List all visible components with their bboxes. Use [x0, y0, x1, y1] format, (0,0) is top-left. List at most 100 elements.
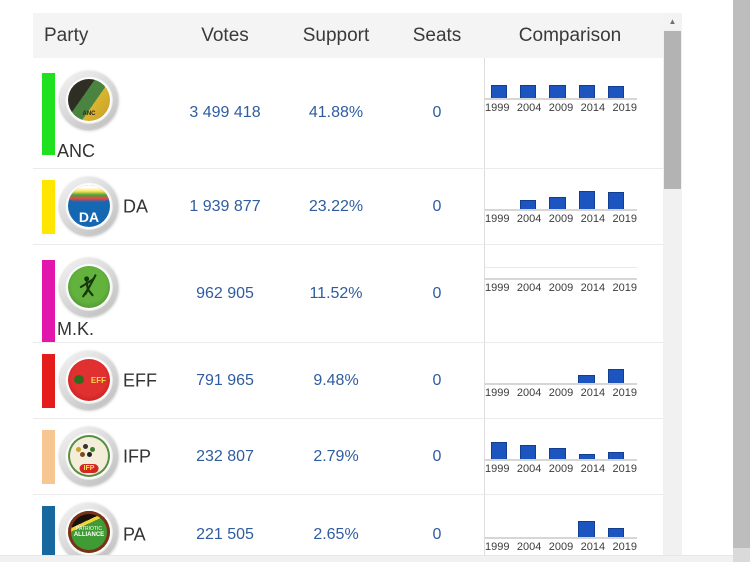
- chart-year-labels: 1999 2004 2009 2014 2019: [485, 102, 637, 114]
- mk-spearman-icon: [79, 274, 97, 298]
- chart-bars: [485, 517, 637, 539]
- party-name: M.K.: [57, 319, 95, 339]
- chart-bars: [485, 189, 637, 211]
- horizontal-scrollbar-track[interactable]: [0, 555, 733, 562]
- results-table: Party Votes Support Seats Comparison ANC…: [33, 13, 663, 562]
- comparison-cell: 1999 2004 2009 2014 2019: [477, 169, 663, 244]
- year-label: 2004: [516, 541, 542, 553]
- support-value: 9.48%: [313, 371, 359, 389]
- eff-logo-text: EFF: [90, 376, 106, 385]
- chart-bars: [485, 439, 637, 461]
- logo-ring: [65, 263, 113, 311]
- ifp-logo: IFP: [60, 427, 118, 485]
- year-bar: [607, 528, 624, 537]
- table-row-eff: EFF EFF 791 965 9.48% 0 1999 2004 2009 2014…: [33, 343, 663, 419]
- ifp-logo-disc: IFP: [68, 435, 110, 477]
- year-bar: [607, 86, 625, 98]
- party-cell: IFP IFP: [33, 419, 175, 494]
- votes-value: 791 965: [196, 371, 254, 389]
- year-label: 2019: [612, 212, 637, 225]
- chart-bars: [485, 78, 637, 100]
- party-cell: PATRIOTIC ALLIANCE PA: [33, 495, 175, 562]
- year-label: 2019: [612, 386, 637, 399]
- anc-logo: ANC: [60, 71, 118, 129]
- mk-logo: [60, 258, 118, 316]
- party-color-bar: [42, 430, 55, 484]
- year-bar: [607, 368, 624, 383]
- year-label: 2014: [580, 386, 606, 399]
- comparison-cell: 1999 2004 2009 2014 2019: [477, 245, 663, 342]
- year-bar: [520, 444, 537, 459]
- year-label: 1999: [485, 462, 510, 475]
- chart-year-labels: 1999 2004 2009 2014 2019: [485, 282, 637, 294]
- party-color-bar: [42, 180, 55, 234]
- seats-value: 0: [432, 104, 442, 121]
- pa-logo-text-top: PATRIOTIC: [76, 525, 102, 532]
- table-row-pa: PATRIOTIC ALLIANCE PA 221 505 2.65% 0 19…: [33, 495, 663, 562]
- comparison-chart: 1999 2004 2009 2014 2019: [485, 189, 637, 225]
- table-row-anc: ANC ANC 3 499 418 41.88% 0 1999 2004 2009 2…: [33, 58, 663, 169]
- comparison-chart: 1999 2004 2009 2014 2019: [485, 439, 637, 475]
- comparison-chart: 1999 2004 2009 2014 2019: [485, 363, 637, 399]
- party-name: EFF: [123, 370, 157, 390]
- pa-logo-text: ALLIANCE: [73, 531, 105, 538]
- year-label: 1999: [485, 541, 510, 553]
- year-bar: [578, 190, 595, 209]
- year-bar: [491, 441, 508, 459]
- header-votes: Votes: [201, 24, 249, 46]
- table-header: Party Votes Support Seats Comparison: [33, 13, 663, 58]
- year-label: 2014: [580, 212, 606, 225]
- chart-bars: [485, 363, 637, 385]
- year-label: 2014: [580, 462, 606, 475]
- year-bar: [549, 196, 566, 209]
- year-label: 2004: [516, 212, 542, 225]
- seats-value: 0: [432, 371, 442, 389]
- year-bar: [491, 85, 508, 98]
- party-color-bar: [42, 354, 55, 408]
- da-logo: DA: [60, 177, 118, 235]
- comparison-cell: 1999 2004 2009 2014 2019: [477, 58, 663, 168]
- year-label: 2014: [580, 282, 606, 294]
- year-label: 2014: [580, 541, 606, 553]
- header-seats: Seats: [412, 24, 462, 46]
- party-cell: ANC ANC: [33, 58, 175, 168]
- year-label: 2009: [548, 386, 574, 399]
- table-row-da: DA DA 1 939 877 23.22% 0 1999 2004 2009 201…: [33, 169, 663, 245]
- page-scrollbar-thumb[interactable]: [733, 0, 750, 548]
- year-bar: [520, 199, 537, 209]
- anc-logo-disc: ANC: [68, 79, 110, 121]
- logo-ring: PATRIOTIC ALLIANCE: [65, 508, 113, 556]
- seats-value: 0: [432, 526, 442, 543]
- year-label: 2019: [612, 102, 637, 114]
- comparison-cell: 1999 2004 2009 2014 2019: [477, 495, 663, 562]
- seats-value: 0: [432, 197, 442, 215]
- scrollbar-up-button[interactable]: ▲: [663, 13, 682, 30]
- year-label: 2009: [548, 462, 574, 475]
- logo-ring: IFP: [65, 432, 113, 480]
- year-label: 1999: [485, 212, 510, 225]
- support-value: 2.79%: [313, 447, 359, 465]
- year-bar: [578, 521, 595, 537]
- pa-logo: PATRIOTIC ALLIANCE: [60, 503, 118, 561]
- seats-value: 0: [432, 284, 442, 302]
- year-label: 2014: [580, 102, 606, 114]
- votes-value: 1 939 877: [189, 197, 261, 215]
- eff-logo: EFF: [60, 351, 118, 409]
- year-label: 2004: [516, 462, 542, 475]
- party-color-bar: [42, 260, 55, 342]
- comparison-chart: 1999 2004 2009 2014 2019: [485, 78, 637, 114]
- year-bar: [578, 85, 595, 98]
- year-label: 2009: [548, 102, 574, 114]
- chart-year-labels: 1999 2004 2009 2014 2019: [485, 213, 637, 225]
- comparison-chart: 1999 2004 2009 2014 2019: [485, 517, 637, 553]
- votes-value: 232 807: [196, 447, 254, 465]
- year-label: 2019: [612, 541, 637, 553]
- chart-year-labels: 1999 2004 2009 2014 2019: [485, 387, 637, 399]
- party-name: DA: [123, 196, 149, 216]
- support-value: 2.65%: [313, 526, 359, 543]
- votes-value: 962 905: [196, 284, 254, 302]
- inner-scrollbar-thumb[interactable]: [664, 31, 681, 189]
- mk-logo-disc: [68, 266, 110, 308]
- support-value: 11.52%: [309, 284, 363, 302]
